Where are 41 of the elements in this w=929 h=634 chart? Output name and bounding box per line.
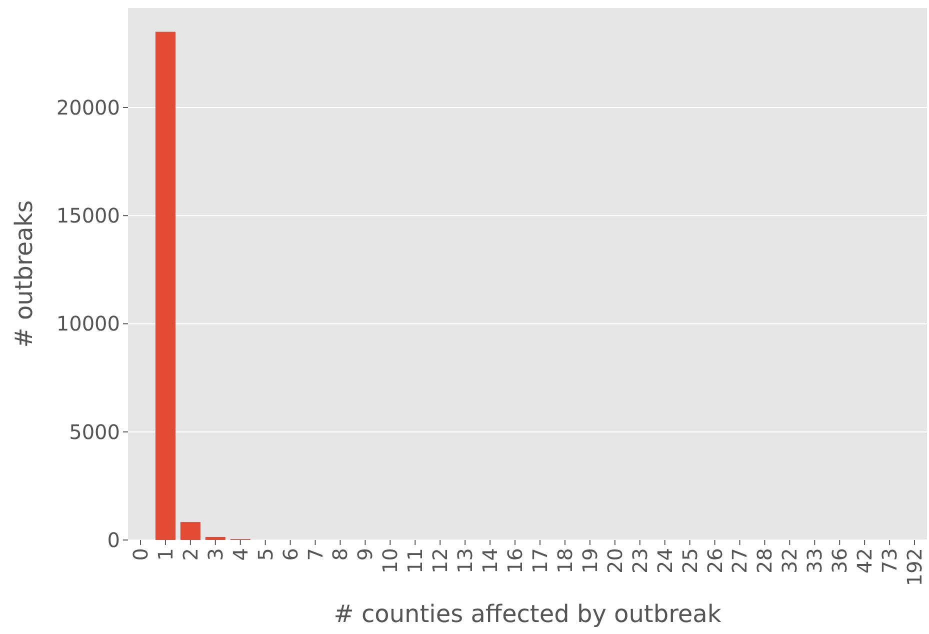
- x-tick-label: 9: [353, 548, 378, 561]
- x-tick-label: 12: [428, 548, 452, 574]
- x-tick-label: 1: [153, 548, 178, 561]
- x-tick-label: 25: [678, 548, 702, 574]
- y-tick-label: 10000: [56, 312, 120, 336]
- x-tick-label: 33: [802, 548, 827, 574]
- x-tick-label: 5: [253, 548, 278, 561]
- x-tick-label: 192: [902, 548, 927, 586]
- x-tick-label: 3: [203, 548, 228, 561]
- x-tick-label: 42: [852, 548, 877, 574]
- y-tick-label: 20000: [56, 95, 120, 120]
- x-tick-label: 0: [128, 548, 152, 561]
- x-tick-label: 10: [378, 548, 402, 574]
- x-tick-label: 24: [652, 548, 677, 574]
- x-tick-label: 2: [178, 548, 202, 561]
- x-tick-label: 11: [403, 548, 428, 574]
- bar: [155, 32, 176, 540]
- bar: [205, 536, 226, 540]
- x-tick-label: 6: [278, 548, 302, 561]
- x-tick-label: 17: [528, 548, 552, 574]
- x-tick-label: 14: [478, 548, 502, 574]
- bar: [180, 522, 200, 540]
- x-tick-label: 4: [228, 548, 252, 561]
- x-tick-label: 23: [628, 548, 652, 574]
- y-tick-label: 5000: [69, 420, 120, 444]
- x-tick-label: 13: [453, 548, 478, 574]
- x-tick-label: 73: [878, 548, 902, 574]
- x-tick-label: 36: [828, 548, 852, 574]
- x-tick-label: 16: [503, 548, 528, 574]
- x-tick-label: 28: [752, 548, 777, 574]
- x-tick-label: 20: [602, 548, 627, 574]
- x-tick-label: 19: [578, 548, 602, 574]
- x-tick-label: 27: [728, 548, 752, 574]
- x-tick-label: 26: [702, 548, 727, 574]
- y-axis-title: # outbreaks: [10, 200, 38, 348]
- x-tick-label: 32: [778, 548, 802, 574]
- y-tick-label: 15000: [56, 204, 120, 228]
- x-tick-label: 7: [303, 548, 328, 561]
- x-axis-title: # counties affected by outbreak: [334, 600, 722, 628]
- x-tick-label: 18: [552, 548, 577, 574]
- x-tick-label: 8: [328, 548, 352, 561]
